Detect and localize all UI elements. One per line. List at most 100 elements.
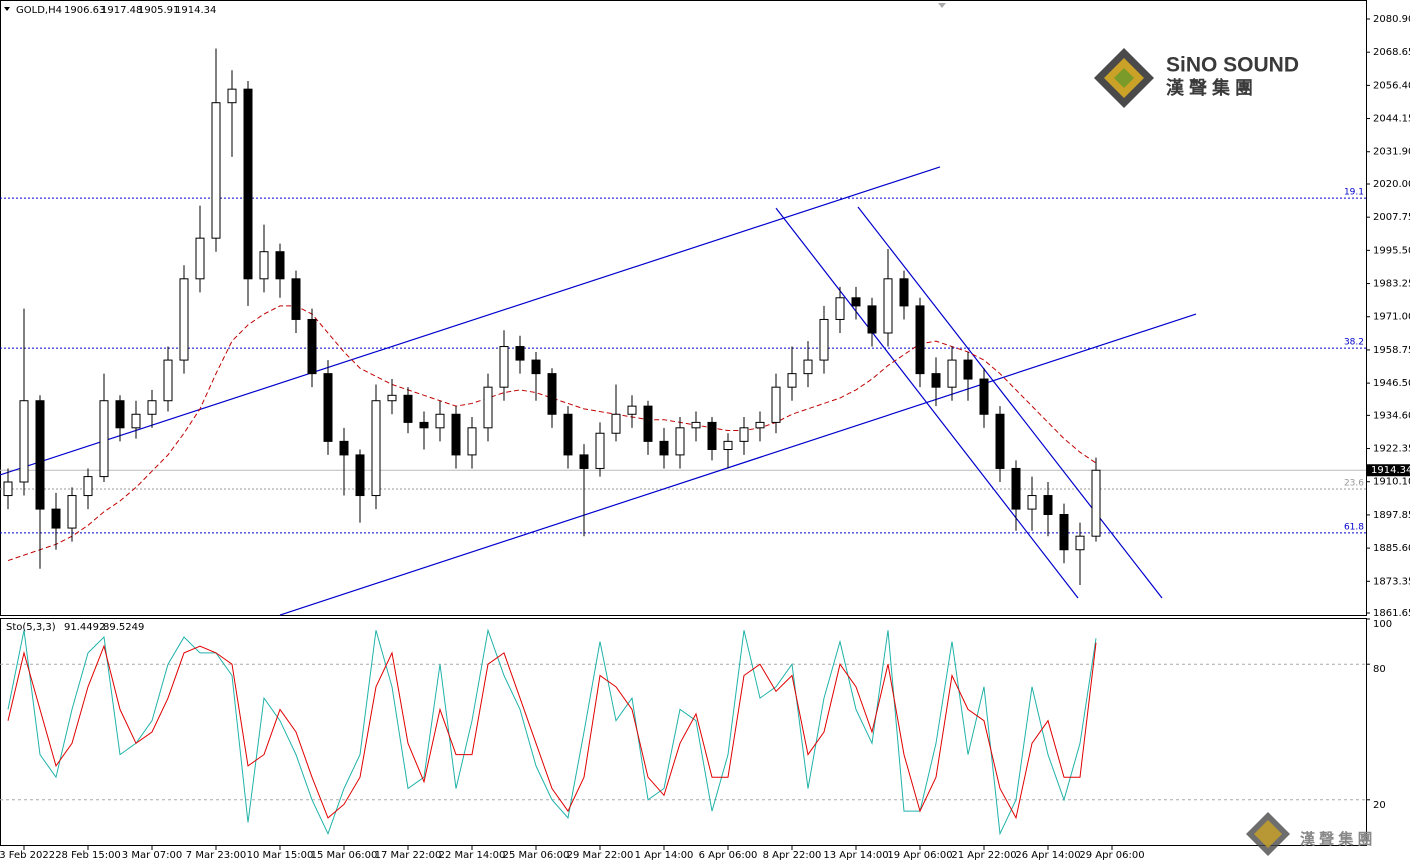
candle-body [1043, 495, 1053, 516]
candle-body [787, 373, 797, 388]
y-tick-label: 1922.35 [1373, 444, 1410, 455]
candle-body [547, 373, 557, 415]
y-tick-label: 1958.75 [1373, 345, 1410, 356]
y-tick-label: 1910.10 [1373, 477, 1410, 488]
y-tick-label: 1885.60 [1373, 543, 1410, 554]
candle-body [1059, 514, 1069, 551]
candle-body [899, 278, 909, 307]
y-tick-label: 1971.00 [1373, 312, 1410, 323]
x-tick-label: 29 Mar 22:00 [567, 850, 634, 861]
indicator-line [7, 628, 1097, 836]
indicator-signal: 89.5249 [103, 622, 144, 633]
current-price-label: 1914.34 [1371, 465, 1410, 476]
candle-body [211, 102, 221, 239]
candle-body [467, 427, 477, 456]
main-panel-frame [0, 0, 1367, 616]
x-tick-label: 15 Mar 06:00 [311, 850, 378, 861]
y-tick-label: 2020.00 [1373, 179, 1410, 190]
candle-body [195, 237, 205, 280]
y-tick-label: 20 [1373, 800, 1386, 811]
fib-label: 19.1 [1344, 188, 1364, 198]
candle-body [323, 373, 333, 442]
symbol: GOLD,H4 [16, 5, 62, 16]
candle-body [227, 88, 237, 104]
y-tick-label: 1946.50 [1373, 378, 1410, 389]
candle-body [387, 394, 397, 402]
candle-body [19, 400, 29, 483]
candle-body [947, 359, 957, 388]
x-tick-label: 17 Mar 22:00 [375, 850, 442, 861]
shift-marker [938, 3, 946, 8]
candle-body [515, 346, 525, 361]
y-tick-label: 2068.65 [1373, 47, 1410, 58]
x-tick-label: 7 Mar 23:00 [186, 850, 246, 861]
candle-body [147, 400, 157, 415]
y-tick-label: 1995.50 [1373, 245, 1410, 256]
candle-body [579, 454, 589, 469]
candle-body [291, 278, 301, 320]
candle-body [435, 413, 445, 429]
logo: SiNO SOUND 漢 聲 集 團 漢 聲 集 團 [1094, 48, 1373, 856]
candle-body [3, 481, 13, 497]
y-tick-label: 1934.60 [1373, 410, 1410, 421]
candle-body [371, 400, 381, 497]
candle-body [419, 421, 429, 429]
candle-body [819, 318, 829, 361]
ohlc-close: 1914.34 [175, 5, 216, 16]
indicator-title: Sto(5,3,3) [6, 622, 56, 633]
candle-body [755, 421, 765, 429]
fib-label: 61.8 [1344, 522, 1364, 532]
candle-body [1075, 535, 1085, 551]
x-tick-label: 28 Feb 15:00 [55, 850, 121, 861]
candle-body [835, 297, 845, 320]
x-tick-label: 23 Feb 2022 [0, 850, 55, 861]
y-tick-label: 2080.90 [1373, 14, 1410, 25]
candle-body [867, 305, 877, 334]
candle-body [611, 413, 621, 434]
candle-body [963, 359, 973, 380]
x-tick-label: 10 Mar 15:00 [247, 850, 314, 861]
candle-body [115, 400, 125, 429]
candle-body [563, 413, 573, 456]
candle-body [851, 297, 861, 307]
x-tick-label: 8 Apr 22:00 [763, 850, 822, 861]
indicator-line [7, 642, 1097, 820]
candle-body [1027, 495, 1037, 510]
candle-body [131, 413, 141, 429]
candle-body [339, 440, 349, 456]
y-tick-label: 2031.90 [1373, 147, 1410, 158]
x-tick-label: 29 Apr 06:00 [1079, 850, 1144, 861]
indicator-panel-frame [0, 618, 1367, 846]
y-tick-label: 80 [1373, 664, 1386, 675]
candle-body [499, 346, 509, 388]
y-tick-label: 100 [1373, 619, 1392, 630]
candle-body [995, 413, 1005, 469]
candle-body [1091, 469, 1101, 537]
candle-body [51, 508, 61, 529]
candle-body [531, 359, 541, 375]
candle-body [243, 88, 253, 280]
x-tick-label: 25 Mar 06:00 [503, 850, 570, 861]
candle-body [307, 318, 317, 375]
candle-body [259, 251, 269, 280]
candle-body [707, 421, 717, 450]
y-tick-label: 1897.85 [1373, 510, 1410, 521]
candle-body [691, 421, 701, 429]
candle-body [659, 440, 669, 456]
moving-average [7, 305, 1097, 562]
candle-body [451, 413, 461, 456]
watermark-diamond-inner [1254, 820, 1282, 848]
candle-body [803, 359, 813, 375]
ohlc-low: 1905.91 [138, 5, 179, 16]
trendline [279, 313, 1197, 616]
candle-body [771, 386, 781, 423]
fib-label: 38.2 [1344, 338, 1364, 348]
logo-diamond-core [1114, 68, 1134, 88]
x-tick-label: 1 Apr 14:00 [635, 850, 694, 861]
x-tick-label: 26 Apr 14:00 [1015, 850, 1080, 861]
candle-body [355, 454, 365, 497]
candle-body [723, 440, 733, 450]
x-tick-label: 21 Apr 22:00 [951, 850, 1016, 861]
x-tick-label: 19 Apr 06:00 [887, 850, 952, 861]
